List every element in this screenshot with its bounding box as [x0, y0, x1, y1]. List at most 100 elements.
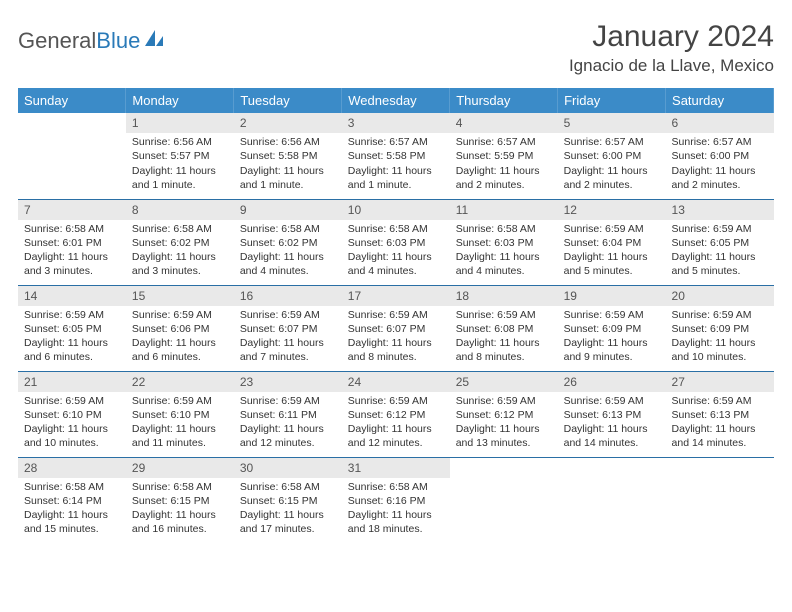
calendar-row: 14Sunrise: 6:59 AMSunset: 6:05 PMDayligh… — [18, 285, 774, 371]
day-body: Sunrise: 6:56 AMSunset: 5:57 PMDaylight:… — [126, 133, 234, 196]
day-body: Sunrise: 6:59 AMSunset: 6:07 PMDaylight:… — [234, 306, 342, 369]
calendar-cell — [18, 113, 126, 199]
calendar-table: SundayMondayTuesdayWednesdayThursdayFrid… — [18, 88, 774, 543]
day-number: 26 — [558, 372, 666, 392]
day-number: 20 — [666, 286, 774, 306]
day-body: Sunrise: 6:57 AMSunset: 5:58 PMDaylight:… — [342, 133, 450, 196]
brand-text: GeneralBlue — [18, 28, 140, 54]
day-body: Sunrise: 6:59 AMSunset: 6:06 PMDaylight:… — [126, 306, 234, 369]
calendar-cell: 31Sunrise: 6:58 AMSunset: 6:16 PMDayligh… — [342, 457, 450, 543]
day-body: Sunrise: 6:59 AMSunset: 6:05 PMDaylight:… — [18, 306, 126, 369]
day-body: Sunrise: 6:59 AMSunset: 6:13 PMDaylight:… — [666, 392, 774, 455]
day-body: Sunrise: 6:57 AMSunset: 6:00 PMDaylight:… — [666, 133, 774, 196]
calendar-cell: 23Sunrise: 6:59 AMSunset: 6:11 PMDayligh… — [234, 371, 342, 457]
calendar-cell: 22Sunrise: 6:59 AMSunset: 6:10 PMDayligh… — [126, 371, 234, 457]
calendar-cell: 10Sunrise: 6:58 AMSunset: 6:03 PMDayligh… — [342, 199, 450, 285]
day-number: 14 — [18, 286, 126, 306]
title-block: January 2024 Ignacio de la Llave, Mexico — [569, 20, 774, 76]
day-number: 23 — [234, 372, 342, 392]
calendar-cell: 27Sunrise: 6:59 AMSunset: 6:13 PMDayligh… — [666, 371, 774, 457]
brand-part2: Blue — [96, 28, 140, 53]
calendar-cell: 29Sunrise: 6:58 AMSunset: 6:15 PMDayligh… — [126, 457, 234, 543]
calendar-body: 1Sunrise: 6:56 AMSunset: 5:57 PMDaylight… — [18, 113, 774, 543]
calendar-cell: 12Sunrise: 6:59 AMSunset: 6:04 PMDayligh… — [558, 199, 666, 285]
calendar-cell — [450, 457, 558, 543]
day-number: 19 — [558, 286, 666, 306]
day-number: 4 — [450, 113, 558, 133]
day-body: Sunrise: 6:59 AMSunset: 6:04 PMDaylight:… — [558, 220, 666, 283]
day-body: Sunrise: 6:58 AMSunset: 6:02 PMDaylight:… — [234, 220, 342, 283]
day-body: Sunrise: 6:57 AMSunset: 6:00 PMDaylight:… — [558, 133, 666, 196]
calendar-cell: 20Sunrise: 6:59 AMSunset: 6:09 PMDayligh… — [666, 285, 774, 371]
day-number: 2 — [234, 113, 342, 133]
brand-part1: General — [18, 28, 96, 53]
day-number: 21 — [18, 372, 126, 392]
calendar-cell: 11Sunrise: 6:58 AMSunset: 6:03 PMDayligh… — [450, 199, 558, 285]
day-number: 8 — [126, 200, 234, 220]
calendar-cell: 24Sunrise: 6:59 AMSunset: 6:12 PMDayligh… — [342, 371, 450, 457]
calendar-cell: 7Sunrise: 6:58 AMSunset: 6:01 PMDaylight… — [18, 199, 126, 285]
day-body: Sunrise: 6:58 AMSunset: 6:03 PMDaylight:… — [450, 220, 558, 283]
day-number: 1 — [126, 113, 234, 133]
calendar-cell: 5Sunrise: 6:57 AMSunset: 6:00 PMDaylight… — [558, 113, 666, 199]
day-body: Sunrise: 6:59 AMSunset: 6:08 PMDaylight:… — [450, 306, 558, 369]
calendar-cell: 26Sunrise: 6:59 AMSunset: 6:13 PMDayligh… — [558, 371, 666, 457]
day-number: 3 — [342, 113, 450, 133]
calendar-cell: 30Sunrise: 6:58 AMSunset: 6:15 PMDayligh… — [234, 457, 342, 543]
weekday-header: Thursday — [450, 88, 558, 113]
day-body: Sunrise: 6:59 AMSunset: 6:10 PMDaylight:… — [126, 392, 234, 455]
day-number: 9 — [234, 200, 342, 220]
calendar-cell: 14Sunrise: 6:59 AMSunset: 6:05 PMDayligh… — [18, 285, 126, 371]
day-number: 10 — [342, 200, 450, 220]
calendar-cell: 15Sunrise: 6:59 AMSunset: 6:06 PMDayligh… — [126, 285, 234, 371]
day-number: 31 — [342, 458, 450, 478]
calendar-cell: 8Sunrise: 6:58 AMSunset: 6:02 PMDaylight… — [126, 199, 234, 285]
calendar-row: 28Sunrise: 6:58 AMSunset: 6:14 PMDayligh… — [18, 457, 774, 543]
calendar-cell: 3Sunrise: 6:57 AMSunset: 5:58 PMDaylight… — [342, 113, 450, 199]
day-number: 29 — [126, 458, 234, 478]
day-number: 18 — [450, 286, 558, 306]
calendar-cell: 13Sunrise: 6:59 AMSunset: 6:05 PMDayligh… — [666, 199, 774, 285]
day-body: Sunrise: 6:59 AMSunset: 6:05 PMDaylight:… — [666, 220, 774, 283]
day-number: 7 — [18, 200, 126, 220]
calendar-cell: 1Sunrise: 6:56 AMSunset: 5:57 PMDaylight… — [126, 113, 234, 199]
weekday-row: SundayMondayTuesdayWednesdayThursdayFrid… — [18, 88, 774, 113]
day-number: 6 — [666, 113, 774, 133]
day-number: 13 — [666, 200, 774, 220]
day-body: Sunrise: 6:59 AMSunset: 6:12 PMDaylight:… — [342, 392, 450, 455]
calendar-cell: 21Sunrise: 6:59 AMSunset: 6:10 PMDayligh… — [18, 371, 126, 457]
calendar-cell: 18Sunrise: 6:59 AMSunset: 6:08 PMDayligh… — [450, 285, 558, 371]
weekday-header: Tuesday — [234, 88, 342, 113]
day-body: Sunrise: 6:58 AMSunset: 6:14 PMDaylight:… — [18, 478, 126, 541]
day-body: Sunrise: 6:58 AMSunset: 6:15 PMDaylight:… — [234, 478, 342, 541]
day-body: Sunrise: 6:59 AMSunset: 6:09 PMDaylight:… — [558, 306, 666, 369]
day-body: Sunrise: 6:59 AMSunset: 6:07 PMDaylight:… — [342, 306, 450, 369]
day-body: Sunrise: 6:59 AMSunset: 6:09 PMDaylight:… — [666, 306, 774, 369]
day-body: Sunrise: 6:59 AMSunset: 6:11 PMDaylight:… — [234, 392, 342, 455]
day-body: Sunrise: 6:58 AMSunset: 6:02 PMDaylight:… — [126, 220, 234, 283]
calendar-cell: 9Sunrise: 6:58 AMSunset: 6:02 PMDaylight… — [234, 199, 342, 285]
day-number: 5 — [558, 113, 666, 133]
calendar-cell — [666, 457, 774, 543]
weekday-header: Wednesday — [342, 88, 450, 113]
calendar-cell: 16Sunrise: 6:59 AMSunset: 6:07 PMDayligh… — [234, 285, 342, 371]
day-body: Sunrise: 6:59 AMSunset: 6:13 PMDaylight:… — [558, 392, 666, 455]
calendar-cell: 6Sunrise: 6:57 AMSunset: 6:00 PMDaylight… — [666, 113, 774, 199]
calendar-cell: 28Sunrise: 6:58 AMSunset: 6:14 PMDayligh… — [18, 457, 126, 543]
day-body: Sunrise: 6:58 AMSunset: 6:01 PMDaylight:… — [18, 220, 126, 283]
day-body: Sunrise: 6:56 AMSunset: 5:58 PMDaylight:… — [234, 133, 342, 196]
weekday-header: Monday — [126, 88, 234, 113]
day-number: 12 — [558, 200, 666, 220]
calendar-row: 7Sunrise: 6:58 AMSunset: 6:01 PMDaylight… — [18, 199, 774, 285]
day-number: 27 — [666, 372, 774, 392]
day-body: Sunrise: 6:58 AMSunset: 6:03 PMDaylight:… — [342, 220, 450, 283]
day-body: Sunrise: 6:59 AMSunset: 6:12 PMDaylight:… — [450, 392, 558, 455]
day-number: 15 — [126, 286, 234, 306]
day-number: 22 — [126, 372, 234, 392]
day-number: 30 — [234, 458, 342, 478]
sail-icon — [143, 28, 165, 48]
calendar-cell — [558, 457, 666, 543]
calendar-cell: 2Sunrise: 6:56 AMSunset: 5:58 PMDaylight… — [234, 113, 342, 199]
location-subtitle: Ignacio de la Llave, Mexico — [569, 56, 774, 76]
calendar-head: SundayMondayTuesdayWednesdayThursdayFrid… — [18, 88, 774, 113]
